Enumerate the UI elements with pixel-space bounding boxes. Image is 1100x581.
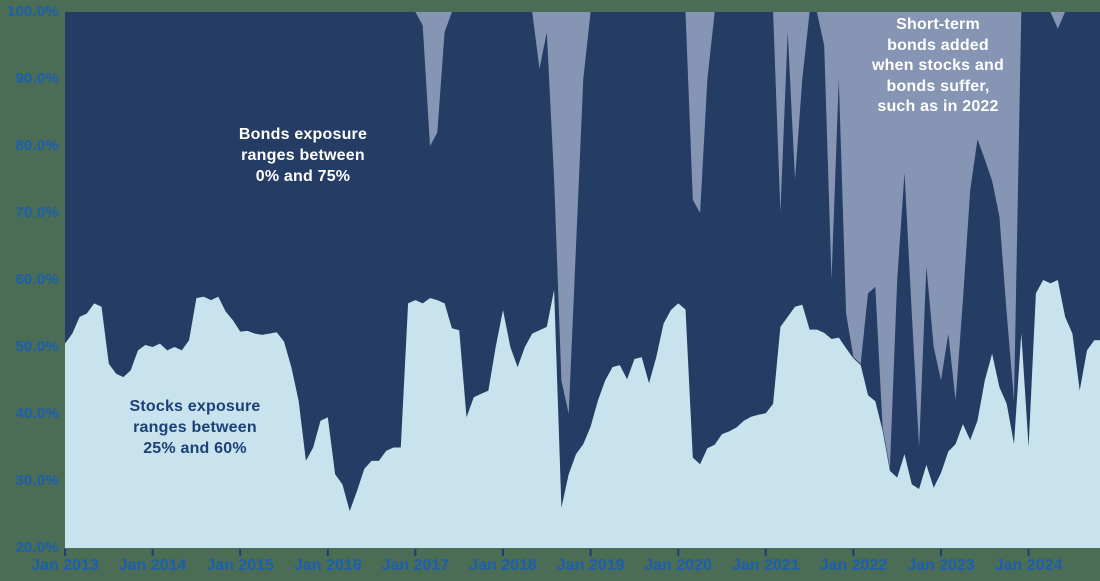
- x-axis-label: Jan 2017: [381, 557, 450, 574]
- x-axis-label: Jan 2024: [994, 557, 1063, 574]
- stocks-exposure-note-line: Stocks exposure: [129, 398, 261, 415]
- x-axis-label: Jan 2020: [644, 557, 712, 574]
- y-axis-label: 20.0%: [15, 539, 59, 556]
- x-axis-label: Jan 2018: [469, 557, 537, 574]
- area-short-term-bonds: [415, 12, 452, 146]
- x-axis-label: Jan 2016: [293, 557, 362, 574]
- short-term-bonds-note-line: when stocks and: [872, 57, 1004, 74]
- x-axis-label: Jan 2013: [31, 557, 99, 574]
- y-axis-label: 30.0%: [15, 472, 59, 489]
- short-term-bonds-note-line: bonds suffer,: [886, 77, 990, 95]
- y-axis-label: 60.0%: [15, 271, 59, 288]
- area-stocks: [65, 280, 1100, 548]
- short-term-bonds-note-line: bonds added: [887, 36, 989, 54]
- bonds-exposure-note: Bonds exposure ranges between 0% and 75%: [203, 124, 403, 187]
- area-short-term-bonds: [532, 12, 591, 414]
- x-axis-label: Jan 2023: [907, 557, 975, 574]
- area-short-term-bonds: [1050, 12, 1066, 29]
- x-axis-label: Jan 2019: [556, 557, 625, 574]
- y-axis-label: 70.0%: [15, 204, 59, 221]
- stocks-exposure-note-line: ranges between: [133, 419, 257, 436]
- x-axis-label: Jan 2021: [731, 557, 800, 574]
- y-axis-label: 40.0%: [15, 405, 59, 422]
- short-term-bonds-note-line: such as in 2022: [877, 98, 999, 115]
- bonds-exposure-note-line: 0% and 75%: [255, 168, 351, 185]
- stocks-exposure-note-line: 25% and 60%: [143, 440, 247, 457]
- x-axis-label: Jan 2014: [118, 557, 187, 574]
- y-axis-label: 90.0%: [15, 70, 59, 87]
- stocks-exposure-note: Stocks exposure ranges between 25% and 6…: [95, 396, 295, 459]
- x-axis-label: Jan 2022: [819, 557, 888, 574]
- short-term-bonds-note-line: Short-term: [896, 16, 980, 33]
- y-axis-label: 50.0%: [15, 338, 59, 355]
- x-axis-label: Jan 2015: [206, 557, 274, 574]
- y-axis-label: 80.0%: [15, 137, 59, 154]
- bonds-exposure-note-line: Bonds exposure: [238, 126, 368, 143]
- area-short-term-bonds: [685, 12, 715, 213]
- y-axis-label: 100.0%: [6, 3, 59, 20]
- area-short-term-bonds: [773, 12, 810, 213]
- area-short-term-bonds: [816, 12, 1022, 468]
- bonds-exposure-note-line: ranges between: [241, 147, 365, 164]
- short-term-bonds-note: Short-term bonds added when stocks and b…: [838, 15, 1038, 118]
